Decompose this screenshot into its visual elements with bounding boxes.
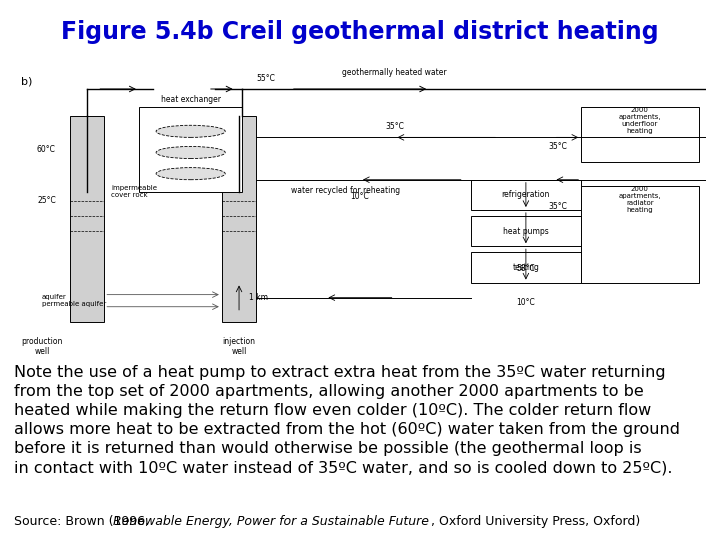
Text: 1 km: 1 km xyxy=(249,293,269,302)
Text: heat exchanger: heat exchanger xyxy=(161,95,220,104)
Text: 35°C: 35°C xyxy=(385,123,404,131)
Bar xyxy=(471,252,581,282)
Text: heat pumps: heat pumps xyxy=(503,227,549,235)
Ellipse shape xyxy=(156,167,225,180)
Text: 25°C: 25°C xyxy=(37,197,56,205)
Text: 35°C: 35°C xyxy=(549,142,567,151)
Text: b): b) xyxy=(22,77,32,87)
Text: 60°C: 60°C xyxy=(37,145,56,154)
Text: Source: Brown (1996,: Source: Brown (1996, xyxy=(14,515,153,528)
Text: water recycled for reheating: water recycled for reheating xyxy=(291,186,400,195)
Text: 10°C: 10°C xyxy=(516,298,535,307)
Ellipse shape xyxy=(156,125,225,137)
Text: aquifer
permeable aquifer: aquifer permeable aquifer xyxy=(42,294,107,307)
Text: Renewable Energy, Power for a Sustainable Future: Renewable Energy, Power for a Sustainabl… xyxy=(113,515,429,528)
Text: impermeable
cover rock: impermeable cover rock xyxy=(111,185,157,198)
Bar xyxy=(581,186,698,282)
Text: Figure 5.4b Creil geothermal district heating: Figure 5.4b Creil geothermal district he… xyxy=(61,21,659,44)
Bar xyxy=(471,180,581,210)
Text: 58°C: 58°C xyxy=(516,265,535,273)
Bar xyxy=(581,107,698,161)
Text: , Oxford University Press, Oxford): , Oxford University Press, Oxford) xyxy=(431,515,641,528)
Text: injection
well: injection well xyxy=(222,337,256,356)
Text: refrigeration: refrigeration xyxy=(502,190,550,199)
Text: Note the use of a heat pump to extract extra heat from the 35ºC water returning
: Note the use of a heat pump to extract e… xyxy=(14,364,680,476)
Bar xyxy=(222,116,256,322)
Text: 10°C: 10°C xyxy=(351,192,369,201)
Text: 55°C: 55°C xyxy=(256,74,275,83)
Text: testing: testing xyxy=(513,263,539,272)
Bar xyxy=(139,107,243,192)
Text: production
well: production well xyxy=(22,337,63,356)
Text: 2000
apartments,
underfloor
heating: 2000 apartments, underfloor heating xyxy=(618,107,661,134)
Text: 2000
apartments,
radiator
heating: 2000 apartments, radiator heating xyxy=(618,186,661,213)
Ellipse shape xyxy=(156,146,225,159)
Bar xyxy=(70,116,104,322)
Text: 35°C: 35°C xyxy=(549,202,567,212)
Bar xyxy=(471,216,581,246)
Text: geothermally heated water: geothermally heated water xyxy=(342,68,447,77)
